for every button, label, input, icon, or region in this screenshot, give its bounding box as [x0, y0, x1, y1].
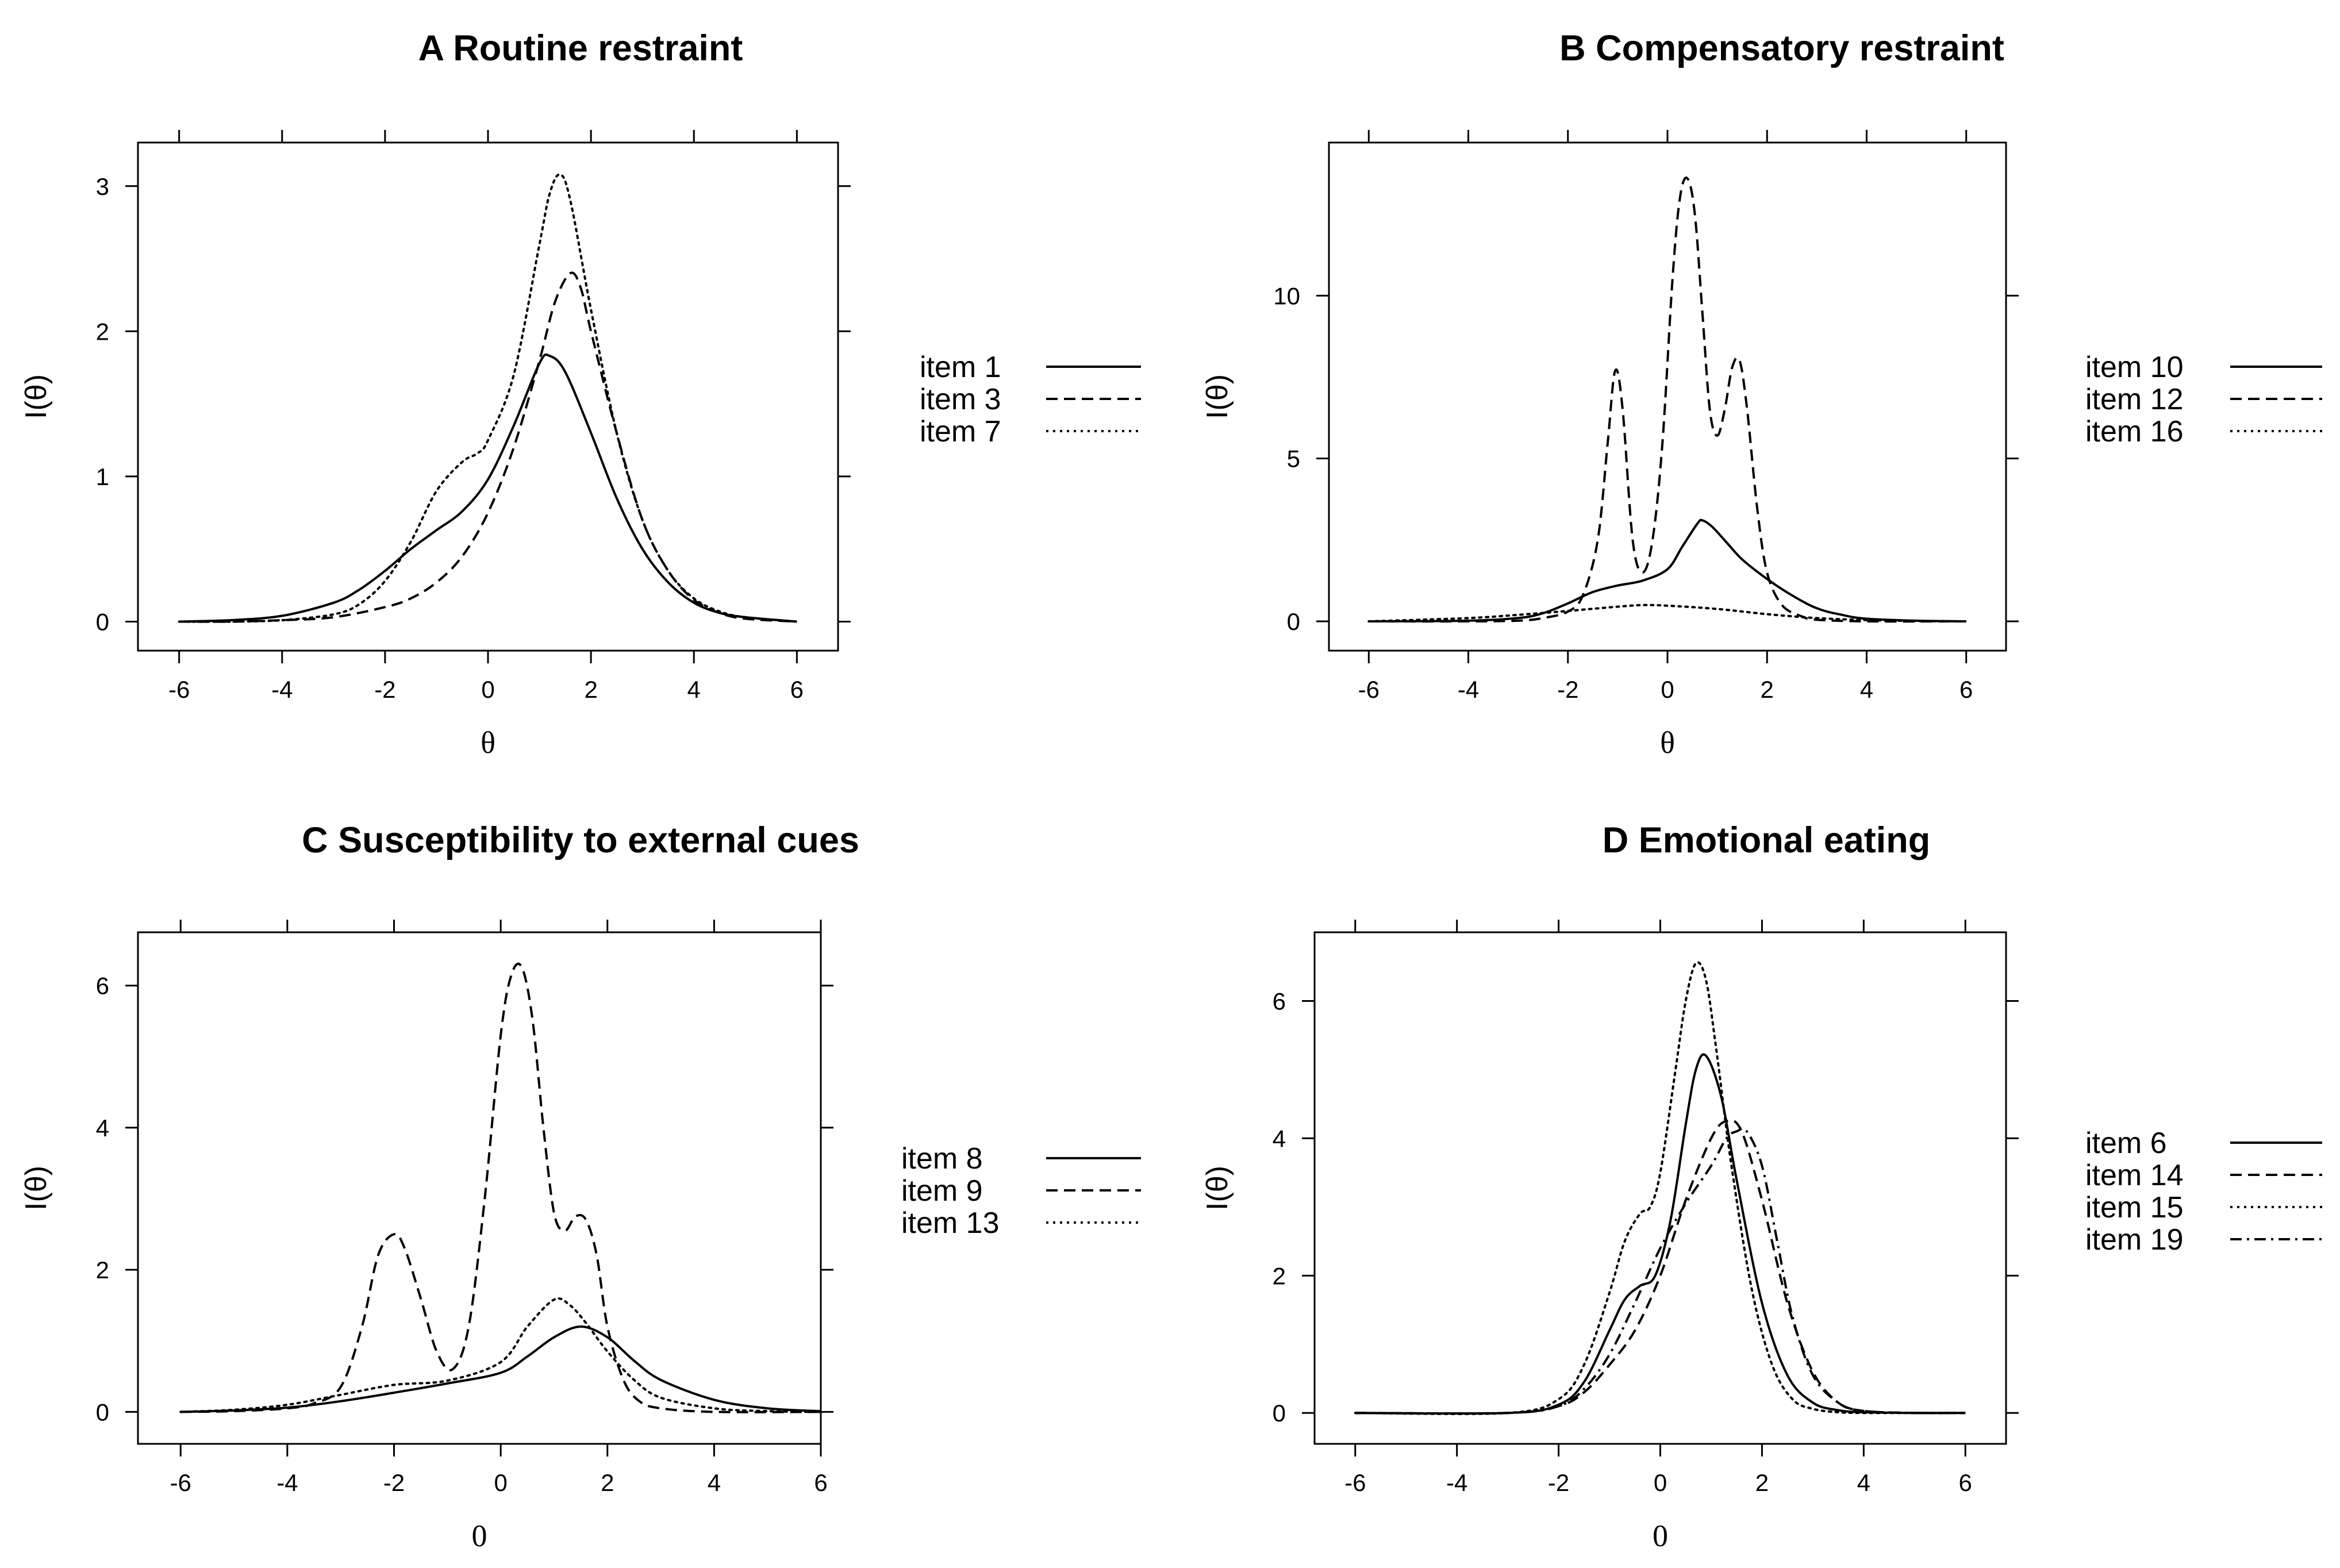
- chart-title: C Susceptibility to external cues: [302, 820, 859, 860]
- legend-label: item 14: [2085, 1159, 2184, 1192]
- legend-label: item 15: [2085, 1191, 2184, 1224]
- x-tick-label: -6: [1344, 1469, 1366, 1496]
- legend-label: item 16: [2085, 415, 2184, 448]
- series-line-item-9: [180, 962, 821, 1413]
- legend-label: item 13: [901, 1206, 1000, 1240]
- legend-label: item 19: [2085, 1223, 2184, 1256]
- series-line-item-8: [180, 1325, 821, 1413]
- plot-frame: [1313, 931, 2007, 1445]
- legend-label: item 12: [2085, 383, 2184, 416]
- x-tick-label: -6: [168, 676, 190, 703]
- y-tick-label: 0: [96, 608, 109, 635]
- x-tick-label: 2: [601, 1469, 614, 1496]
- y-tick-label: 3: [96, 173, 109, 200]
- x-tick-label: 4: [708, 1469, 721, 1496]
- x-tick-label: 0: [1661, 676, 1674, 703]
- x-tick-label: 0: [481, 676, 494, 703]
- series-line-item-14: [1355, 1119, 1966, 1415]
- x-tick-label: 2: [1755, 1469, 1769, 1496]
- x-axis-label: θ: [1660, 725, 1675, 760]
- y-tick-label: 4: [1273, 1125, 1286, 1152]
- x-tick-label: 6: [814, 1469, 827, 1496]
- y-tick-label: 4: [96, 1114, 109, 1142]
- x-axis-label: 0: [1653, 1519, 1668, 1553]
- x-tick-label: -2: [383, 1469, 405, 1496]
- y-axis-label: I(θ): [1201, 1166, 1234, 1210]
- chart-title: D Emotional eating: [1603, 820, 1931, 860]
- x-tick-label: -4: [1458, 676, 1479, 703]
- series-line-item-1: [179, 353, 797, 623]
- x-tick-label: 0: [494, 1469, 507, 1496]
- x-axis-label: θ: [481, 725, 495, 760]
- chart-panel-2: B Compensatory restraint -6 -4 -2 0 2 4 6 0 5 10 θ I…: [1201, 28, 2322, 760]
- y-tick-label: 0: [96, 1398, 109, 1425]
- x-tick-label: -2: [1548, 1469, 1569, 1496]
- y-axis-label: I(θ): [20, 374, 53, 419]
- x-tick-label: -6: [170, 1469, 191, 1496]
- x-tick-label: 6: [790, 676, 804, 703]
- series-line-item-15: [1354, 961, 1967, 1415]
- y-tick-label: 2: [96, 1256, 109, 1283]
- y-tick-label: 5: [1287, 445, 1300, 472]
- x-tick-label: 4: [1857, 1469, 1870, 1496]
- legend-label: item 1: [920, 351, 1001, 384]
- series-line-item-13: [179, 1297, 822, 1413]
- legend-label: item 6: [2085, 1127, 2167, 1160]
- x-tick-label: 4: [687, 676, 701, 703]
- y-tick-label: 2: [1273, 1262, 1286, 1289]
- x-tick-label: 6: [1959, 676, 1973, 703]
- x-axis-label: 0: [472, 1519, 487, 1553]
- x-tick-label: 2: [1761, 676, 1774, 703]
- x-tick-label: -4: [1446, 1469, 1467, 1496]
- plot-frame: [137, 931, 822, 1445]
- legend-label: item 7: [920, 415, 1001, 448]
- y-tick-label: 6: [96, 973, 109, 1000]
- y-tick-label: 0: [1287, 608, 1300, 635]
- y-axis-label: I(θ): [1201, 374, 1234, 419]
- plot-frame: [137, 141, 839, 652]
- y-tick-label: 1: [96, 463, 109, 490]
- chart-panel-1: A Routine restraint -6 -4 -2 0 2 4 6 0 1 2 3 θ I(θ) it…: [20, 28, 1141, 760]
- x-tick-label: 6: [1959, 1469, 1972, 1496]
- series-line-item-16: [1367, 604, 1968, 622]
- y-tick-label: 2: [96, 318, 109, 345]
- x-tick-label: -2: [1557, 676, 1578, 703]
- x-tick-label: -2: [374, 676, 395, 703]
- legend-label: item 3: [920, 383, 1001, 416]
- x-tick-label: 2: [584, 676, 597, 703]
- y-axis-label: I(θ): [20, 1166, 53, 1210]
- x-tick-label: 0: [1654, 1469, 1667, 1496]
- x-tick-label: 4: [1860, 676, 1873, 703]
- chart-panel-3: C Susceptibility to external cues -6 -4 -2 0…: [20, 820, 1141, 1553]
- y-tick-label: 10: [1273, 282, 1300, 309]
- series-line-item-7: [178, 173, 798, 623]
- series-line-item-19: [1355, 1127, 1966, 1415]
- x-tick-label: -4: [276, 1469, 298, 1496]
- series-line-item-12: [1369, 176, 1966, 623]
- chart-title: B Compensatory restraint: [1559, 28, 2004, 68]
- x-tick-label: -4: [271, 676, 293, 703]
- y-tick-label: 6: [1273, 987, 1286, 1014]
- x-tick-label: -6: [1358, 676, 1380, 703]
- y-tick-label: 0: [1273, 1400, 1286, 1427]
- plot-frame: [1328, 141, 2007, 652]
- series-line-item-3: [179, 271, 797, 623]
- legend-label: item 9: [901, 1174, 983, 1208]
- legend-label: item 8: [901, 1142, 983, 1175]
- series-line-item-6: [1355, 1053, 1966, 1415]
- chart-title: A Routine restraint: [418, 28, 743, 68]
- legend-label: item 10: [2085, 351, 2184, 384]
- chart-panel-4: D Emotional eating -6 -4 -2 0 2 4 6 0 2 4 6 0 I(θ) ite…: [1201, 820, 2322, 1553]
